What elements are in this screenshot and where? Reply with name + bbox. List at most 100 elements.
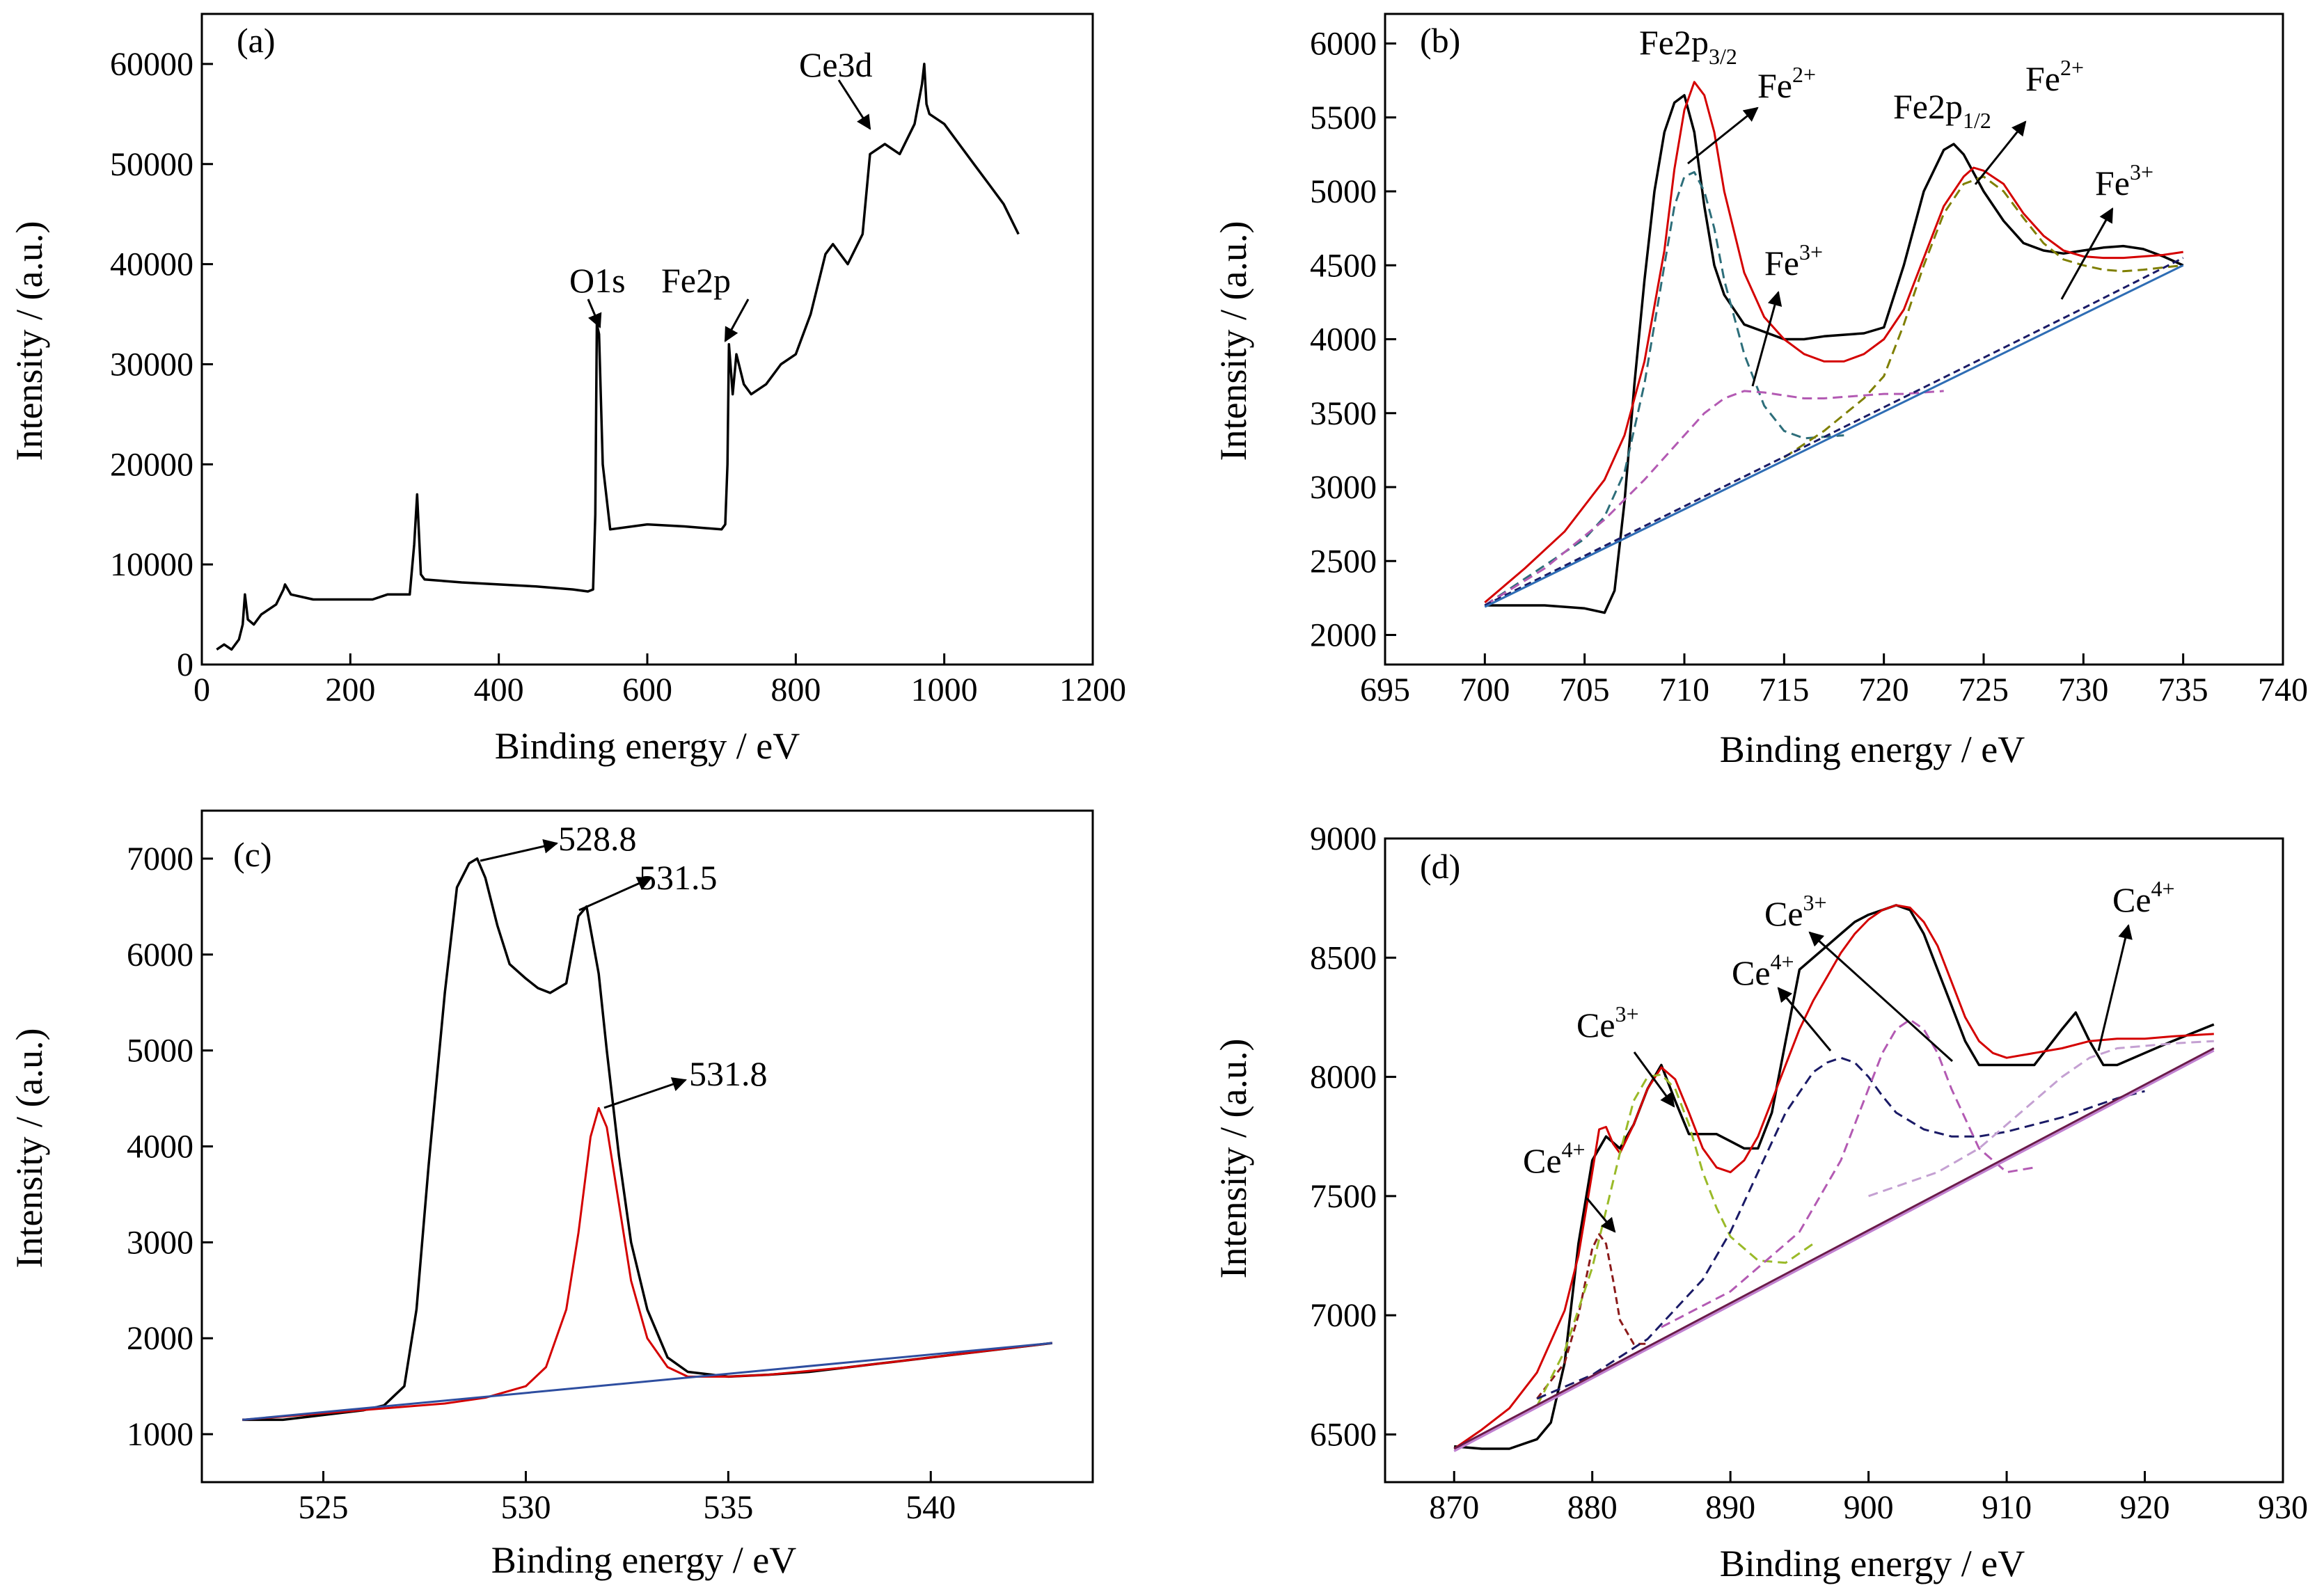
y-tick-label: 7000 xyxy=(1310,1297,1377,1334)
annotation-ce3plus-1: Ce3+ xyxy=(1576,1001,1639,1044)
x-axis-label: Binding energy / eV xyxy=(495,725,800,767)
y-tick-label: 1000 xyxy=(127,1416,193,1453)
annotations: Fe2p3/2 Fe2+ Fe3+ Fe2p1/2 Fe2+ Fe3+ xyxy=(1639,23,2153,387)
annotation-fe2p12: Fe2p1/2 xyxy=(1893,87,1991,133)
y-tick-label: 7500 xyxy=(1310,1178,1377,1215)
annotations: Ce4+ Ce3+ Ce4+ Ce3+ Ce4+ xyxy=(1523,876,2175,1233)
annotation-arrow xyxy=(724,299,750,342)
x-tick-label: 720 xyxy=(1859,671,1909,708)
y-tick-label: 6000 xyxy=(1310,26,1377,63)
y-axis-label: Intensity / (a.u.) xyxy=(1212,1039,1254,1279)
annotations: 528.8 531.5 531.8 xyxy=(480,819,768,1109)
y-tick-label: 4000 xyxy=(127,1129,193,1166)
annotation-fe2p: Fe2p xyxy=(661,261,731,300)
annotation-fe2plus-1: Fe2+ xyxy=(1757,62,1816,105)
panel-d: (d) Binding energy / eV Intensity / (a.u… xyxy=(1212,820,2308,1584)
series-line-2 xyxy=(1536,1233,1648,1400)
y-axis-label: Intensity / (a.u.) xyxy=(1212,221,1254,461)
series-line-1 xyxy=(1453,904,2214,1450)
y-tick-label: 20000 xyxy=(110,446,193,483)
y-tick-label: 7000 xyxy=(127,841,193,877)
annotation-ce3plus-2: Ce3+ xyxy=(1764,890,1827,933)
axis-ticks: 695 700 705 710 715 720 725 730 735 740 2000 2500 30… xyxy=(1310,26,2308,709)
x-tick-label: 890 xyxy=(1705,1489,1755,1526)
annotation-531-8: 531.8 xyxy=(689,1054,768,1093)
x-tick-label: 930 xyxy=(2258,1489,2308,1526)
panel-label: (c) xyxy=(233,835,272,874)
plot-frame xyxy=(1384,13,2284,666)
annotation-fe2p32: Fe2p3/2 xyxy=(1639,23,1737,69)
y-tick-label: 9000 xyxy=(1310,820,1377,857)
panel-label: (b) xyxy=(1420,21,1460,60)
annotation-arrow xyxy=(603,1077,687,1109)
x-tick-label: 0 xyxy=(193,671,210,708)
annotation-531-5: 531.5 xyxy=(639,858,718,897)
y-tick-label: 8000 xyxy=(1310,1059,1377,1096)
annotation-ce4plus-2: Ce4+ xyxy=(1732,949,1794,992)
series-group xyxy=(1484,81,2184,614)
y-tick-label: 50000 xyxy=(110,146,193,183)
y-tick-label: 30000 xyxy=(110,346,193,383)
annotation-arrow xyxy=(587,299,602,328)
annotation-arrow xyxy=(1633,1051,1675,1108)
y-tick-label: 2000 xyxy=(1310,617,1377,654)
x-tick-label: 1000 xyxy=(911,671,978,708)
series-line-3 xyxy=(1484,390,1944,607)
x-tick-label: 535 xyxy=(703,1489,753,1526)
annotation-arrow xyxy=(2060,207,2114,300)
axis-ticks: 0 200 400 600 800 1000 1200 0 10000 20000 30000 400… xyxy=(110,46,1126,708)
x-tick-label: 870 xyxy=(1429,1489,1479,1526)
panel-a: (a) Binding energy / eV Intensity / (a.u… xyxy=(8,13,1126,767)
axis-ticks: 870 880 890 900 910 920 930 6500 7000 7500 8000 850… xyxy=(1310,820,2308,1526)
x-tick-label: 705 xyxy=(1560,671,1610,708)
x-axis-label: Binding energy / eV xyxy=(1720,729,2025,770)
y-axis-label: Intensity / (a.u.) xyxy=(8,221,50,461)
series-line-0 xyxy=(1485,94,2184,614)
series-line-1 xyxy=(242,1106,1052,1421)
annotation-arrow xyxy=(480,838,559,862)
x-tick-label: 910 xyxy=(1982,1489,2032,1526)
panel-b: (b) Binding energy / eV Intensity / (a.u… xyxy=(1212,13,2308,770)
annotation-fe3plus-2: Fe3+ xyxy=(2095,159,2153,202)
annotation-528-8: 528.8 xyxy=(558,819,637,858)
x-tick-label: 710 xyxy=(1659,671,1709,708)
axis-ticks: 525 530 535 540 1000 2000 3000 4000 5000 6000 7000 xyxy=(127,841,956,1526)
series-line-4 xyxy=(1536,1056,2145,1400)
x-tick-label: 525 xyxy=(299,1489,349,1526)
series-line-6 xyxy=(1868,1040,2214,1198)
y-axis-label: Intensity / (a.u.) xyxy=(8,1028,50,1269)
y-tick-label: 40000 xyxy=(110,246,193,283)
y-tick-label: 3500 xyxy=(1310,395,1377,432)
x-axis-label: Binding energy / eV xyxy=(1720,1543,2025,1584)
y-tick-label: 4500 xyxy=(1310,247,1377,284)
x-tick-label: 725 xyxy=(1959,671,2009,708)
series-line-0 xyxy=(216,63,1020,651)
y-tick-label: 5500 xyxy=(1310,100,1377,136)
y-tick-label: 3000 xyxy=(1310,469,1377,506)
y-tick-label: 0 xyxy=(177,646,193,683)
x-tick-label: 730 xyxy=(2058,671,2108,708)
annotation-fe2plus-2: Fe2+ xyxy=(2025,55,2084,98)
x-tick-label: 695 xyxy=(1360,671,1410,708)
series-group xyxy=(242,857,1053,1422)
series-line-7 xyxy=(1453,1047,2215,1450)
x-tick-label: 700 xyxy=(1460,671,1510,708)
panel-label: (a) xyxy=(237,21,276,60)
plot-frame xyxy=(200,13,1094,666)
annotation-arrow xyxy=(1751,290,1782,387)
series-line-5 xyxy=(1661,1018,2035,1328)
panel-c: (c) Binding energy / eV Intensity / (a.u… xyxy=(8,809,1094,1581)
x-tick-label: 530 xyxy=(500,1489,551,1526)
annotation-arrow xyxy=(1777,987,1832,1051)
series-group xyxy=(216,63,1020,651)
y-tick-label: 6500 xyxy=(1310,1416,1377,1453)
annotation-arrow xyxy=(1808,931,1954,1063)
annotation-arrow xyxy=(2097,923,2133,1051)
series-line-4 xyxy=(1783,175,2183,459)
plot-frame xyxy=(1384,837,2284,1484)
series-line-2 xyxy=(1484,170,1844,607)
y-tick-label: 2500 xyxy=(1310,543,1377,580)
y-tick-label: 10000 xyxy=(110,546,193,583)
x-tick-label: 740 xyxy=(2258,671,2308,708)
